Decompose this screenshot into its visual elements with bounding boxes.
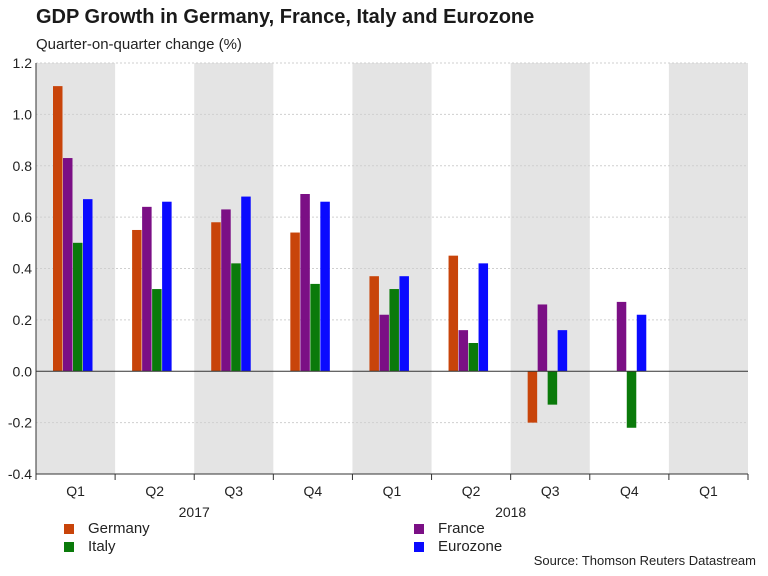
bar-germany	[527, 371, 538, 423]
source-note: Source: Thomson Reuters Datastream	[533, 553, 756, 568]
x-tick-label: Q2	[462, 483, 481, 499]
year-label: 2017	[179, 504, 210, 520]
legend-label-france: France	[438, 520, 485, 537]
legend-swatch-eurozone	[414, 541, 424, 552]
bar-italy	[389, 289, 399, 372]
legend-item-eurozone: Eurozone	[414, 538, 502, 555]
legend-swatch-italy	[64, 541, 74, 552]
x-tick-label: Q3	[224, 483, 243, 499]
bar-eurozone	[399, 276, 409, 372]
bar-france	[63, 158, 73, 372]
x-tick-label: Q1	[383, 483, 402, 499]
x-tick-label: Q1	[66, 483, 85, 499]
legend-label-germany: Germany	[88, 520, 150, 537]
bar-eurozone	[241, 196, 251, 372]
x-tick-label: Q3	[541, 483, 560, 499]
bar-germany	[132, 229, 142, 372]
bar-eurozone	[636, 314, 647, 372]
legend-item-france: France	[414, 520, 485, 537]
bar-germany	[369, 276, 379, 372]
bar-france	[300, 194, 310, 372]
x-tick-label: Q2	[145, 483, 164, 499]
chart-subtitle: Quarter-on-quarter change (%)	[36, 36, 242, 53]
bar-france	[142, 206, 152, 372]
bar-eurozone	[162, 201, 172, 372]
bar-germany	[290, 232, 300, 372]
legend-label-eurozone: Eurozone	[438, 538, 503, 555]
x-tick-label: Q1	[699, 483, 718, 499]
bar-italy	[547, 371, 558, 405]
y-tick-label: -0.4	[8, 466, 32, 482]
bar-france	[458, 330, 469, 372]
y-tick-label: 0.0	[13, 363, 33, 379]
x-tick-label: Q4	[620, 483, 639, 499]
bar-italy	[626, 371, 637, 428]
chart-title: GDP Growth in Germany, France, Italy and…	[36, 6, 535, 28]
bar-eurozone	[478, 263, 489, 372]
legend-item-italy: Italy	[64, 538, 116, 555]
y-tick-label: 0.4	[13, 261, 33, 277]
legend-swatch-france	[414, 523, 424, 534]
bar-italy	[231, 263, 241, 372]
year-label: 2018	[495, 504, 526, 520]
bar-france	[221, 209, 231, 372]
bar-eurozone	[83, 199, 93, 372]
bar-italy	[310, 283, 320, 372]
bar-eurozone	[320, 201, 330, 372]
bar-eurozone	[557, 330, 568, 372]
bar-france	[616, 301, 627, 372]
y-tick-label: 1.2	[13, 55, 33, 71]
y-tick-label: 0.8	[13, 158, 33, 174]
y-tick-label: 1.0	[13, 106, 33, 122]
bar-france	[379, 314, 389, 372]
legend-item-germany: Germany	[64, 520, 150, 537]
bar-italy	[152, 289, 162, 372]
y-tick-label: 0.6	[13, 209, 33, 225]
legend-label-italy: Italy	[88, 538, 116, 555]
y-tick-label: 0.2	[13, 312, 33, 328]
bar-germany	[53, 86, 63, 372]
x-tick-label: Q4	[304, 483, 323, 499]
bar-italy	[468, 342, 479, 372]
legend-swatch-germany	[64, 523, 74, 534]
bar-france	[537, 304, 548, 372]
bar-italy	[73, 242, 83, 372]
bar-germany	[448, 255, 459, 372]
bar-germany	[211, 222, 221, 372]
y-tick-label: -0.2	[8, 415, 32, 431]
